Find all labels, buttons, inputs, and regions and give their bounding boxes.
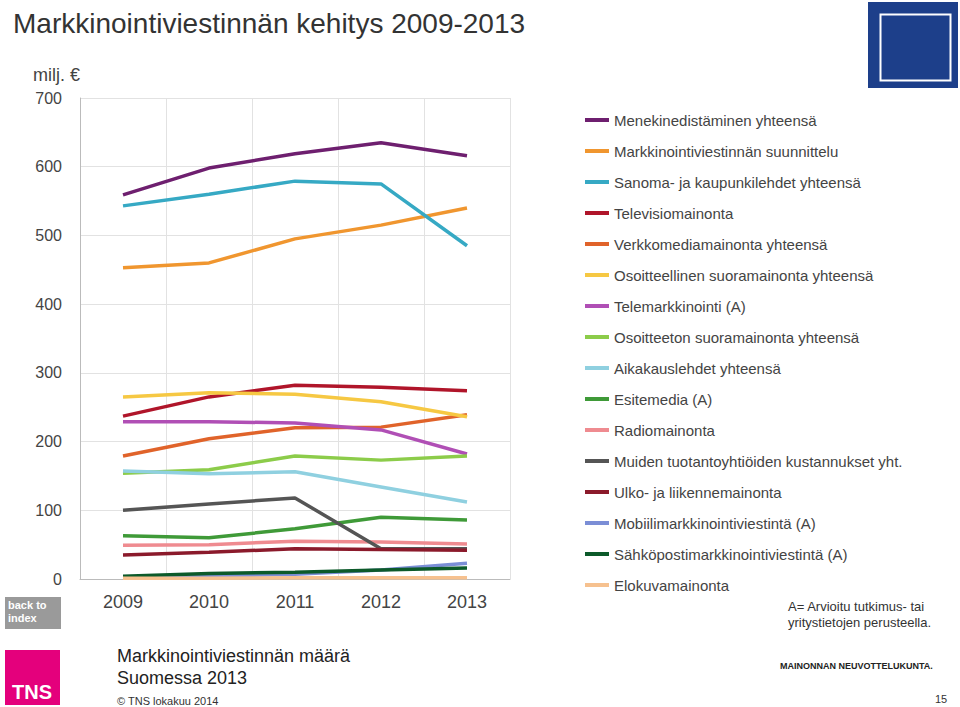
svg-text:Muiden tuotantoyhtiöiden kusta: Muiden tuotantoyhtiöiden kustannukset yh… xyxy=(614,453,903,470)
svg-text:Menekinedistäminen yhteensä: Menekinedistäminen yhteensä xyxy=(614,112,817,129)
svg-text:milj. €: milj. € xyxy=(33,65,80,85)
svg-text:MAINONNAN NEUVOTTELUKUNTA.: MAINONNAN NEUVOTTELUKUNTA. xyxy=(780,661,933,671)
svg-text:700: 700 xyxy=(35,90,62,107)
svg-text:2012: 2012 xyxy=(361,592,401,612)
svg-text:2011: 2011 xyxy=(276,592,315,612)
svg-text:300: 300 xyxy=(35,364,62,381)
svg-text:Osoitteellinen suoramainonta y: Osoitteellinen suoramainonta yhteensä xyxy=(614,267,874,284)
svg-text:Mobiilimarkkinointiviestintä (: Mobiilimarkkinointiviestintä (A) xyxy=(614,515,816,532)
svg-text:Markkinointiviestinnän kehitys: Markkinointiviestinnän kehitys 2009-2013 xyxy=(13,8,525,39)
svg-text:Markkinointiviestinnän suunnit: Markkinointiviestinnän suunnittelu xyxy=(614,143,838,160)
svg-text:Suomessa 2013: Suomessa 2013 xyxy=(117,668,247,688)
svg-text:back to: back to xyxy=(8,599,47,611)
svg-text:Verkkomediamainonta yhteensä: Verkkomediamainonta yhteensä xyxy=(614,236,828,253)
svg-text:A= Arvioitu tutkimus- tai: A= Arvioitu tutkimus- tai xyxy=(788,599,928,614)
svg-text:Radiomainonta: Radiomainonta xyxy=(614,422,716,439)
svg-text:Televisiomainonta: Televisiomainonta xyxy=(614,205,734,222)
svg-text:TNS: TNS xyxy=(12,681,52,703)
svg-text:Osoitteeton suoramainonta yhte: Osoitteeton suoramainonta yhteensä xyxy=(614,329,860,346)
svg-text:Telemarkkinointi (A): Telemarkkinointi (A) xyxy=(614,298,746,315)
svg-text:2013: 2013 xyxy=(447,592,487,612)
svg-text:100: 100 xyxy=(35,502,62,519)
svg-text:Elokuvamainonta: Elokuvamainonta xyxy=(614,577,730,594)
svg-text:Aikakauslehdet yhteensä: Aikakauslehdet yhteensä xyxy=(614,360,781,377)
svg-text:500: 500 xyxy=(35,227,62,244)
svg-text:Sähköpostimarkkinointiviestint: Sähköpostimarkkinointiviestintä (A) xyxy=(614,546,847,563)
svg-text:Markkinointiviestinnän määrä: Markkinointiviestinnän määrä xyxy=(117,646,351,666)
svg-text:index: index xyxy=(8,612,38,624)
svg-text:200: 200 xyxy=(35,433,62,450)
svg-text:400: 400 xyxy=(35,296,62,313)
svg-text:15: 15 xyxy=(935,693,947,705)
svg-text:600: 600 xyxy=(35,158,62,175)
svg-text:0: 0 xyxy=(53,571,62,588)
svg-text:© TNS lokakuu 2014: © TNS lokakuu 2014 xyxy=(117,695,218,707)
svg-text:Ulko- ja liikennemainonta: Ulko- ja liikennemainonta xyxy=(614,484,782,501)
svg-text:2010: 2010 xyxy=(189,592,229,612)
svg-text:Sanoma- ja kaupunkilehdet yhte: Sanoma- ja kaupunkilehdet yhteensä xyxy=(614,174,861,191)
svg-text:Esitemedia (A): Esitemedia (A) xyxy=(614,391,712,408)
svg-text:yritystietojen perusteella.: yritystietojen perusteella. xyxy=(788,615,931,630)
svg-text:2009: 2009 xyxy=(103,592,143,612)
